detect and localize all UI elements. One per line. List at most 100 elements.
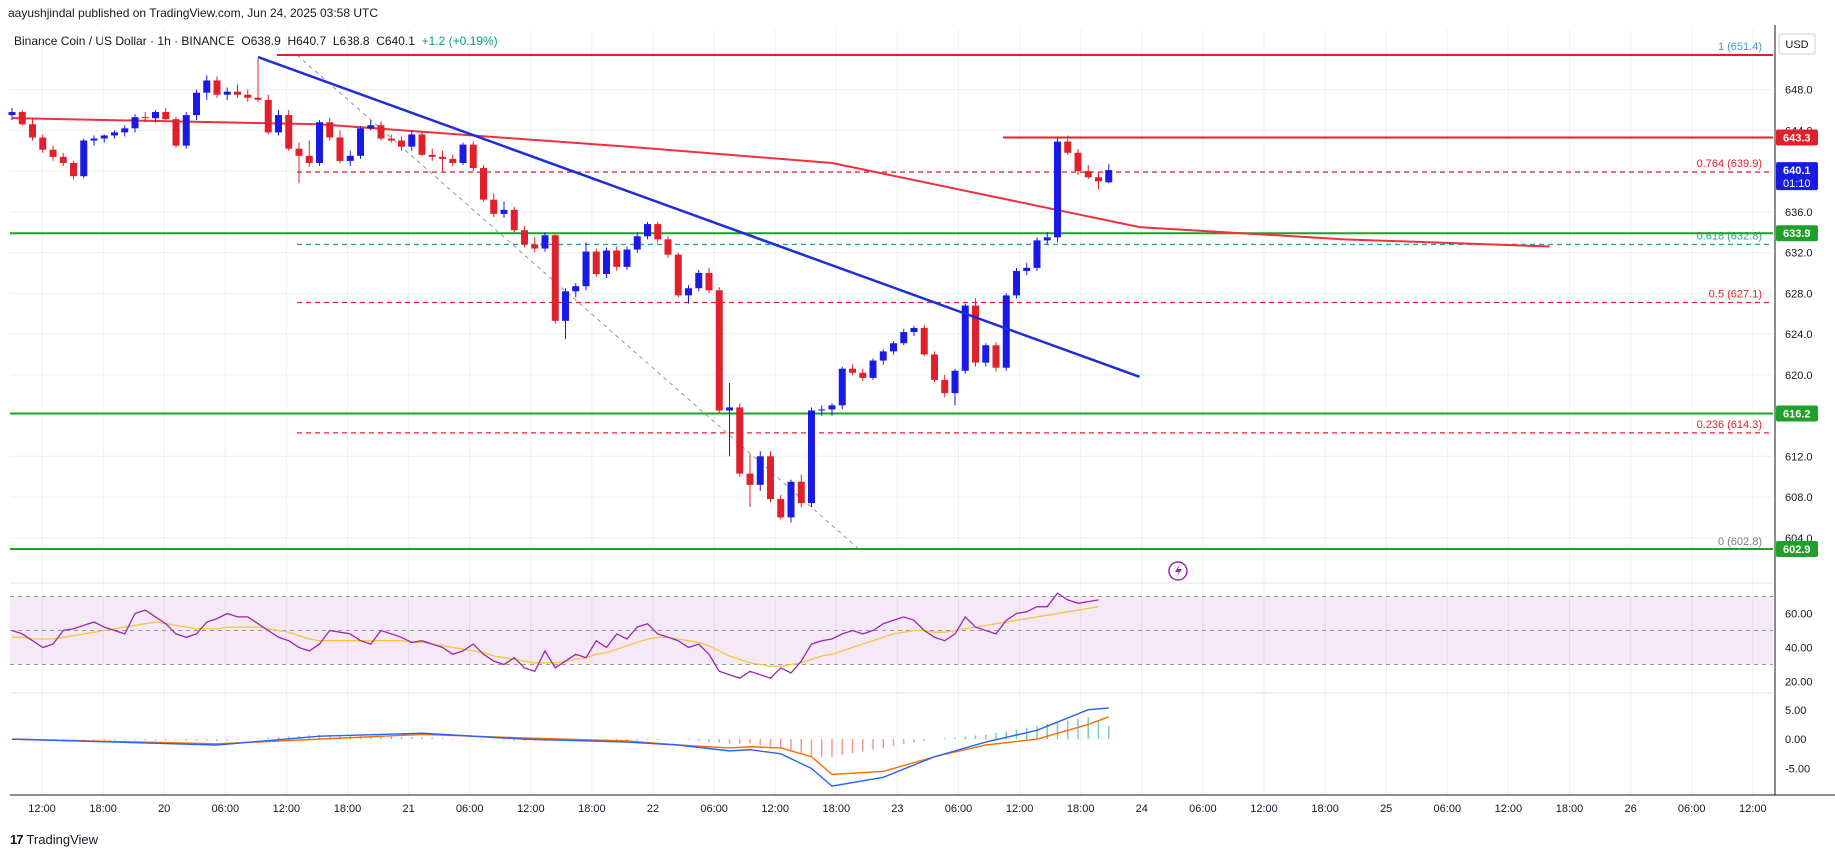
candle-body xyxy=(1023,267,1031,271)
candle-body xyxy=(705,272,713,291)
close-value: C640.1 xyxy=(376,34,415,48)
candle-body xyxy=(849,368,856,373)
price-tag xyxy=(1776,540,1818,557)
candle xyxy=(510,206,518,233)
candle-body xyxy=(398,140,405,147)
candle xyxy=(346,150,354,167)
candle xyxy=(746,454,754,508)
candle xyxy=(244,89,252,102)
candle xyxy=(1043,232,1051,245)
candle-body xyxy=(674,254,682,296)
candle-body xyxy=(152,112,159,119)
candle-body xyxy=(1064,141,1072,153)
candle xyxy=(1084,165,1092,180)
x-tick-label: 12:00 xyxy=(1250,803,1278,815)
candle-body xyxy=(254,97,262,100)
fib-diagonal-line xyxy=(296,54,861,551)
x-tick-label: 06:00 xyxy=(1189,803,1217,815)
lightning-bolt-icon xyxy=(1175,564,1182,578)
y-tick-label: 620.0 xyxy=(1785,370,1813,382)
candle-body xyxy=(879,351,887,361)
price-tag-label: 643.3 xyxy=(1783,133,1811,145)
candle-body xyxy=(1043,237,1051,241)
rsi-tick-label: 40.00 xyxy=(1785,643,1813,655)
x-tick-label: 06:00 xyxy=(456,803,484,815)
candle-body xyxy=(264,99,272,133)
candle-body xyxy=(367,125,375,129)
candle xyxy=(849,364,856,375)
candle-body xyxy=(244,94,252,98)
candle xyxy=(1013,267,1020,299)
tradingview-brand[interactable]: 17 TradingView xyxy=(10,832,98,847)
candle xyxy=(182,112,190,149)
price-tag xyxy=(1776,162,1818,191)
candle xyxy=(316,120,323,167)
candle-body xyxy=(531,244,539,249)
candle-body xyxy=(664,239,672,255)
candle xyxy=(541,232,549,252)
macd-tick-label: -5.00 xyxy=(1785,764,1810,776)
candle xyxy=(603,247,610,279)
candle-body xyxy=(326,122,334,138)
price-tag-label: 602.9 xyxy=(1783,544,1811,556)
currency-badge xyxy=(1778,33,1816,55)
candle-body xyxy=(961,305,969,371)
symbol-name[interactable]: Binance Coin / US Dollar · 1h · BINANCE xyxy=(14,34,235,48)
candle xyxy=(654,222,662,243)
candle-body xyxy=(500,209,508,214)
x-tick-label: 18:00 xyxy=(1067,803,1095,815)
x-tick-label: 25 xyxy=(1380,803,1392,815)
candle-body xyxy=(767,456,774,500)
candle-body xyxy=(726,407,733,411)
x-tick-label: 18:00 xyxy=(823,803,851,815)
candle xyxy=(1064,135,1072,155)
candle xyxy=(674,252,682,298)
tradingview-logo-icon: 17 xyxy=(10,832,24,847)
rsi-tick-label: 60.00 xyxy=(1785,609,1813,621)
y-tick-label: 628.0 xyxy=(1785,288,1813,300)
y-tick-label: 624.0 xyxy=(1785,329,1813,341)
candle xyxy=(787,479,795,523)
x-tick-label: 06:00 xyxy=(212,803,240,815)
x-tick-label: 06:00 xyxy=(1434,803,1462,815)
lightning-alert-icon[interactable] xyxy=(1168,561,1188,581)
candle xyxy=(8,107,16,121)
x-tick-label: 12:00 xyxy=(1739,803,1767,815)
candle-body xyxy=(1002,295,1010,368)
candle-body xyxy=(275,115,282,133)
candle xyxy=(223,87,231,100)
candle xyxy=(531,237,539,253)
candle xyxy=(961,303,969,374)
candle xyxy=(500,201,508,218)
macd-tick-label: 0.00 xyxy=(1785,734,1806,746)
candle-body xyxy=(162,112,170,120)
candle-body xyxy=(131,117,139,129)
fib-level-label: 0.236 (614.3) xyxy=(1697,419,1762,431)
candle-body xyxy=(459,144,467,163)
candle xyxy=(551,234,559,324)
candle-body xyxy=(172,119,180,146)
y-tick-label: 648.0 xyxy=(1785,85,1813,97)
candle xyxy=(920,324,928,357)
candle-body xyxy=(562,291,569,321)
candle-body xyxy=(469,144,477,169)
candle-body xyxy=(582,251,590,287)
candle xyxy=(1033,237,1041,271)
candle-body xyxy=(90,138,98,141)
candle xyxy=(152,110,159,123)
candle xyxy=(736,403,744,477)
candle xyxy=(951,368,959,406)
candle-body xyxy=(972,305,979,363)
candle xyxy=(1105,163,1113,184)
candle xyxy=(756,451,764,491)
candle-body xyxy=(141,117,149,119)
candle-body xyxy=(490,199,498,214)
y-tick-label: 632.0 xyxy=(1785,248,1813,260)
y-tick-label: 612.0 xyxy=(1785,451,1813,463)
price-tag xyxy=(1776,405,1818,422)
x-tick-label: 06:00 xyxy=(700,803,728,815)
candle-body xyxy=(541,235,549,249)
candle-body xyxy=(285,115,293,149)
candle xyxy=(726,382,733,457)
